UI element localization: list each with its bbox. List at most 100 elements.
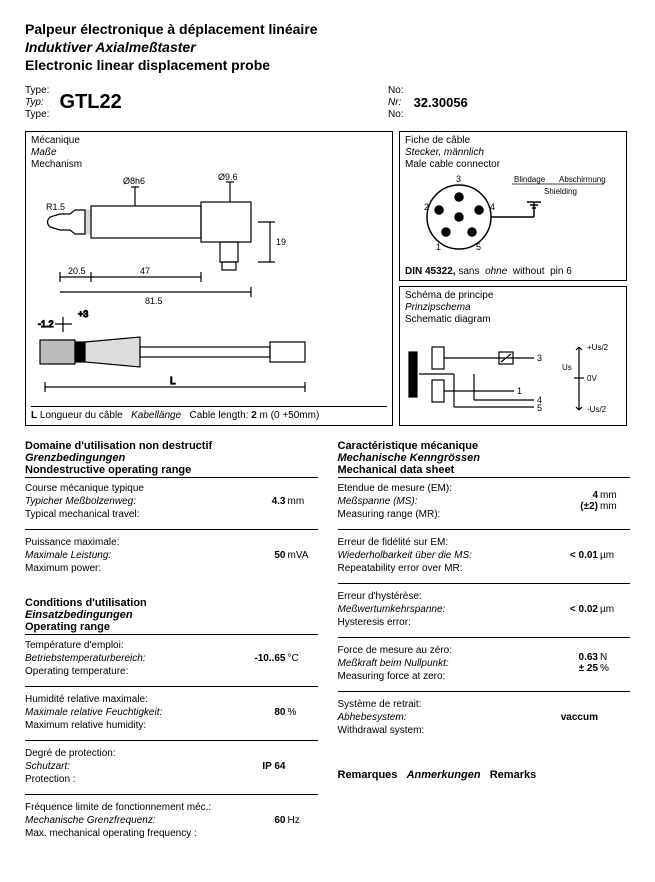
no-label-fr: No: <box>388 85 404 97</box>
dim-a: 20.5 <box>68 266 86 276</box>
head-en: Mechanical data sheet <box>338 464 631 478</box>
mechanism-label: Mécanique Maße Mechanism <box>31 135 82 171</box>
section-head: Conditions d'utilisation Einsatzbedingun… <box>25 597 318 635</box>
cap-unit: m (0 +50mm) <box>260 410 320 421</box>
spec-item: Fréquence limite de fonctionnement méc.:… <box>25 801 318 840</box>
spec-divider <box>25 529 318 530</box>
head-de: Mechanische Kenngrössen <box>338 452 631 464</box>
spec-de: Abhebesystem: <box>338 711 551 724</box>
spec-unit: mm <box>288 496 318 507</box>
mech-de: Maße <box>31 147 82 159</box>
rem-de: Anmerkungen <box>407 769 481 781</box>
rem-fr: Remarques <box>338 769 398 781</box>
spec-fr: Température d'emploi: <box>25 639 238 652</box>
sig-3: 3 <box>537 353 542 363</box>
type-label-de: Typ: <box>25 97 49 109</box>
spec-divider <box>338 637 631 638</box>
spec-en: Measuring force at zero: <box>338 670 551 683</box>
rem-en: Remarks <box>490 769 536 781</box>
spec-divider <box>338 529 631 530</box>
spec-de: Meßkraft beim Nullpunkt: <box>338 657 551 670</box>
spec-item: Degré de protection: Schutzart: Protecti… <box>25 747 318 786</box>
spec-divider <box>25 740 318 741</box>
spec-fr: Course mécanique typique <box>25 482 238 495</box>
head-en: Nondestructive operating range <box>25 464 318 478</box>
spec-fr: Etendue de mesure (EM): <box>338 482 551 495</box>
sch-de: Prinzipschema <box>405 302 493 314</box>
spec-divider <box>338 583 631 584</box>
spec-de: Meßspanne (MS): <box>338 495 551 508</box>
spec-labels: Degré de protection: Schutzart: Protecti… <box>25 747 238 786</box>
spec-de: Wiederholbarkeit über die MS: <box>338 549 551 562</box>
cap-val: 2 <box>251 410 257 421</box>
shield-de: Abschirmung <box>559 175 606 184</box>
sch-fr: Schéma de principe <box>405 290 493 302</box>
shield-en: Shielding <box>544 187 577 196</box>
spec-item: Humidité relative maximale: Maximale rel… <box>25 693 318 732</box>
spec-labels: Etendue de mesure (EM): Meßspanne (MS): … <box>338 482 551 521</box>
din-en: without <box>513 266 545 277</box>
type-label-fr: Type: <box>25 85 49 97</box>
spec-de: Maximale Leistung: <box>25 549 238 562</box>
head-en: Operating range <box>25 621 318 635</box>
spec-value: 0.63± 25 <box>550 652 600 674</box>
connector-diagram: Fiche de câble Stecker, männlich Male ca… <box>399 131 627 281</box>
cap-fr: Longueur du câble <box>40 410 123 421</box>
spec-unit: % <box>288 707 318 718</box>
cable-length-caption: L Longueur du câble Kabellänge Cable len… <box>31 406 387 421</box>
conn-fr: Fiche de câble <box>405 135 500 147</box>
spec-fr: Erreur de fidélité sur EM: <box>338 536 551 549</box>
spec-item: Système de retrait: Abhebesystem: Withdr… <box>338 698 631 737</box>
spec-labels: Système de retrait: Abhebesystem: Withdr… <box>338 698 551 737</box>
title-en: Electronic linear displacement probe <box>25 56 630 74</box>
spec-en: Protection : <box>25 773 238 786</box>
spec-fr: Humidité relative maximale: <box>25 693 238 706</box>
spec-en: Withdrawal system: <box>338 724 551 737</box>
spec-de: Mechanische Grenzfrequenz: <box>25 814 238 827</box>
spec-divider <box>25 794 318 795</box>
sig-5: 5 <box>537 403 542 413</box>
spec-unit: mVA <box>288 550 318 561</box>
no-label-de: Nr: <box>388 97 404 109</box>
spec-value: < 0.02 <box>550 604 600 615</box>
spec-fr: Fréquence limite de fonctionnement méc.: <box>25 801 238 814</box>
din-de: ohne <box>485 266 507 277</box>
tol-hi: +3 <box>78 309 88 319</box>
connector-label: Fiche de câble Stecker, männlich Male ca… <box>405 135 500 171</box>
din-bold: DIN 45322, <box>405 266 456 277</box>
type-value: GTL22 <box>59 91 121 114</box>
spec-labels: Erreur de fidélité sur EM: Wiederholbark… <box>338 536 551 575</box>
specs: Domaine d'utilisation non destructif Gre… <box>25 440 630 862</box>
specs-right: Caractéristique mécanique Mechanische Ke… <box>338 440 631 862</box>
spec-value: 80 <box>238 707 288 718</box>
diagrams: Mécanique Maße Mechanism <box>25 131 630 426</box>
header: Type: Typ: Type: GTL22 No: Nr: No: 32.30… <box>25 85 630 121</box>
spec-value: 4.3 <box>238 496 288 507</box>
head-de: Einsatzbedingungen <box>25 609 318 621</box>
spec-en: Maximum relative humidity: <box>25 719 238 732</box>
din-fr: sans <box>458 266 479 277</box>
spec-item: Etendue de mesure (EM): Meßspanne (MS): … <box>338 482 631 521</box>
spec-unit: Hz <box>288 815 318 826</box>
spec-en: Maximum power: <box>25 562 238 575</box>
spec-de: Typicher Meßbolzenweg: <box>25 495 238 508</box>
pin5: 5 <box>476 242 481 252</box>
header-type: Type: Typ: Type: GTL22 <box>25 85 388 121</box>
spec-divider <box>25 686 318 687</box>
spec-labels: Force de mesure au zéro: Meßkraft beim N… <box>338 644 551 683</box>
cap-L: L <box>31 410 37 421</box>
head-de: Grenzbedingungen <box>25 452 318 464</box>
spec-unit: µm <box>600 604 630 615</box>
head-fr: Caractéristique mécanique <box>338 440 631 452</box>
head-fr: Conditions d'utilisation <box>25 597 318 609</box>
schematic-label: Schéma de principe Prinzipschema Schemat… <box>405 290 493 326</box>
spec-value: 4(±2) <box>550 490 600 512</box>
spec-en: Operating temperature: <box>25 665 238 678</box>
probe-drawing-icon: R1.5 Ø8h6 Ø9.6 20.5 47 81.5 19 -1.2 +3 L <box>30 172 390 422</box>
spec-item: Course mécanique typique Typicher Meßbol… <box>25 482 318 521</box>
shield-fr: Blindage <box>514 175 546 184</box>
dim-d2: Ø9.6 <box>218 172 238 182</box>
right-diagrams: Fiche de câble Stecker, männlich Male ca… <box>399 131 627 426</box>
spec-labels: Course mécanique typique Typicher Meßbol… <box>25 482 238 521</box>
spec-unit: mmmm <box>600 490 630 512</box>
